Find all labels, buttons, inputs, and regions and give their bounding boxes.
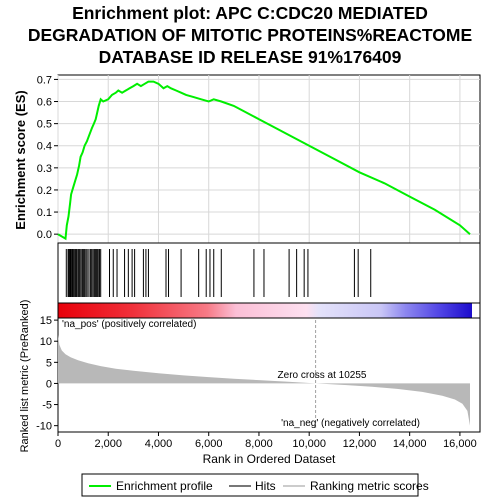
rank-ytick-label-5: 15: [40, 315, 52, 327]
hits-group: [65, 249, 372, 297]
es-ytick-label-7: 0.7: [37, 74, 52, 86]
hits-frame: [57, 242, 481, 304]
rank-xtick-label-5: 10,000: [292, 438, 326, 450]
es-grid: [57, 75, 480, 243]
rank-xtick-label-1: 2,000: [94, 438, 122, 450]
rank-ytick-label-1: -5: [42, 400, 52, 412]
legend-label-hits: Hits: [255, 479, 276, 493]
title-line-1: Enrichment plot: APC C:CDC20 MEDIATED: [72, 3, 428, 23]
chart-title: Enrichment plot: APC C:CDC20 MEDIATED DE…: [0, 2, 500, 68]
rank-ytick-label-3: 5: [46, 357, 52, 369]
legend-label-ranking: Ranking metric scores: [310, 479, 429, 493]
rank-xtick-label-6: 12,000: [343, 438, 377, 450]
rank-ytick-label-2: 0: [46, 378, 52, 390]
hits-panel: [57, 242, 481, 304]
es-y-axis-label: Enrichment score (ES): [13, 90, 28, 229]
pos-correlated-label: 'na_pos' (positively correlated): [62, 319, 196, 330]
title-line-3: DATABASE ID RELEASE 91%176409: [98, 47, 402, 67]
es-ytick-label-1: 0.1: [37, 207, 52, 219]
rank-xtick-label-3: 6,000: [195, 438, 223, 450]
rank-x-ticks: 0 2,000 4,000 6,000 8,000 10,000 12,000 14,000 1…: [55, 432, 477, 450]
rank-panel: -10 -5 0 5 10 15 0 2,000 4,000 6,000 8,000 10,000 1…: [19, 300, 481, 466]
legend-label-enrichment: Enrichment profile: [116, 479, 213, 493]
neg-correlated-label: 'na_neg' (negatively correlated): [281, 418, 420, 429]
title-line-2: DEGRADATION OF MITOTIC PROTEINS%REACTOME: [27, 25, 473, 45]
es-y-ticks: 0.0 0.1 0.2 0.3 0.4 0.5 0.6 0.7: [37, 74, 58, 241]
rank-color-band: [58, 303, 472, 318]
rank-xtick-label-4: 8,000: [245, 438, 273, 450]
rank-xtick-label-8: 16,000: [443, 438, 477, 450]
enrichment-profile-line: [57, 80, 471, 241]
rank-ytick-label-0: -10: [36, 421, 52, 433]
rank-x-axis-label: Rank in Ordered Dataset: [203, 452, 336, 466]
es-panel: 0.0 0.1 0.2 0.3 0.4 0.5 0.6 0.7 Enrichment scor…: [13, 74, 481, 244]
rank-xtick-label-2: 4,000: [145, 438, 173, 450]
zero-cross-label: Zero cross at 10255: [278, 370, 367, 381]
es-ytick-label-4: 0.4: [37, 141, 52, 153]
rank-xtick-label-7: 14,000: [393, 438, 427, 450]
es-ytick-label-2: 0.2: [37, 185, 52, 197]
es-ytick-label-5: 0.5: [37, 119, 52, 131]
es-ytick-label-0: 0.0: [37, 229, 52, 241]
rank-y-axis-label: Ranked list metric (PreRanked): [19, 300, 31, 453]
legend: Enrichment profile Hits Ranking metric s…: [81, 473, 429, 497]
rank-ytick-label-4: 10: [40, 336, 52, 348]
es-ytick-label-6: 0.6: [37, 97, 52, 109]
ranked-metric-area: [58, 334, 470, 426]
rank-xtick-label-0: 0: [55, 438, 61, 450]
rank-y-ticks: -10 -5 0 5 10 15: [36, 315, 58, 433]
es-plot-frame: [57, 74, 481, 244]
es-ytick-label-3: 0.3: [37, 163, 52, 175]
